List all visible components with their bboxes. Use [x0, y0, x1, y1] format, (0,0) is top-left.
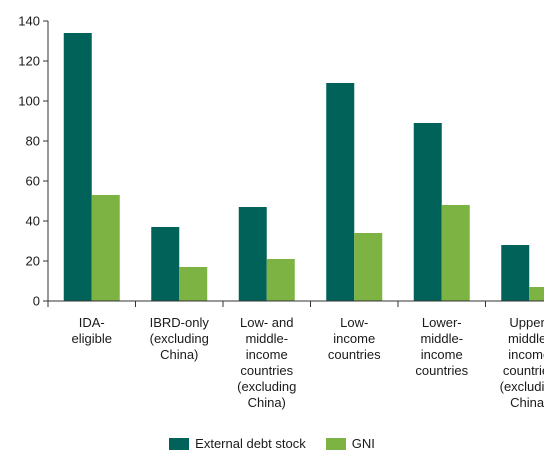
x-category-label-line: eligible [72, 331, 112, 346]
x-category-label: Upper-middle-incomecountries(excludingCh… [500, 315, 544, 410]
y-tick-label: 60 [26, 174, 40, 189]
x-category-label-line: (excluding [500, 379, 544, 394]
y-tick-label: 0 [33, 294, 40, 309]
chart-legend: External debt stock GNI [0, 436, 544, 451]
x-category-label-line: Low- and [240, 315, 293, 330]
y-tick-label: 120 [18, 54, 40, 69]
y-tick-label: 40 [26, 214, 40, 229]
y-tick-label: 20 [26, 254, 40, 269]
x-category-label-line: IBRD-only [150, 315, 210, 330]
x-category-label-line: middle- [420, 331, 463, 346]
x-category-label: Low-income countries [328, 315, 381, 362]
legend-item-debt: External debt stock [169, 436, 306, 451]
x-category-label-line: China) [248, 395, 286, 410]
bar-chart: 020406080100120140IDA-eligibleIBRD-only(… [18, 14, 544, 410]
bar-gni [441, 205, 470, 301]
bar-gni [354, 233, 383, 301]
x-category-label: Lower-middle-income countries [415, 315, 468, 378]
x-category-label-line: middle- [508, 331, 544, 346]
x-category-label-line: income [508, 347, 544, 362]
legend-item-gni: GNI [325, 436, 375, 451]
x-category-label-line: countries [415, 363, 468, 378]
x-category-label-line: China) [510, 395, 544, 410]
bar-external-debt-stock [151, 227, 180, 301]
x-category-label-line: China) [160, 347, 198, 362]
legend-label-gni: GNI [351, 436, 375, 451]
bar-gni [91, 195, 120, 301]
x-category-label-line: Low- [340, 315, 368, 330]
x-category-label-line: income [333, 331, 375, 346]
x-category-label: IDA-eligible [72, 315, 112, 346]
bar-gni [179, 267, 208, 301]
bar-external-debt-stock [501, 245, 530, 301]
legend-swatch-gni [325, 437, 346, 450]
x-category-label-line: income [246, 347, 288, 362]
y-tick-label: 80 [26, 134, 40, 149]
legend-label-debt: External debt stock [195, 436, 306, 451]
bar-external-debt-stock [63, 33, 92, 301]
x-category-label-line: countries [503, 363, 544, 378]
x-category-label: IBRD-only (excluding China) [150, 315, 210, 362]
x-category-label-line: income [421, 347, 463, 362]
bar-external-debt-stock [238, 207, 267, 301]
bar-gni [529, 287, 544, 301]
x-category-label-line: countries [240, 363, 293, 378]
bar-external-debt-stock [326, 83, 355, 301]
x-category-label: Low- and middle-income countries (excluding… [237, 315, 296, 410]
bar-external-debt-stock [413, 123, 442, 301]
bar-gni [266, 259, 295, 301]
x-category-label-line: (excluding [237, 379, 296, 394]
x-category-label-line: (excluding [150, 331, 209, 346]
x-category-label-line: middle- [245, 331, 288, 346]
x-category-label-line: countries [328, 347, 381, 362]
y-tick-label: 100 [18, 94, 40, 109]
x-category-label-line: Lower- [422, 315, 462, 330]
y-tick-label: 140 [18, 14, 40, 29]
x-category-label-line: IDA- [79, 315, 105, 330]
x-category-label-line: Upper- [509, 315, 544, 330]
legend-swatch-debt [169, 437, 190, 450]
